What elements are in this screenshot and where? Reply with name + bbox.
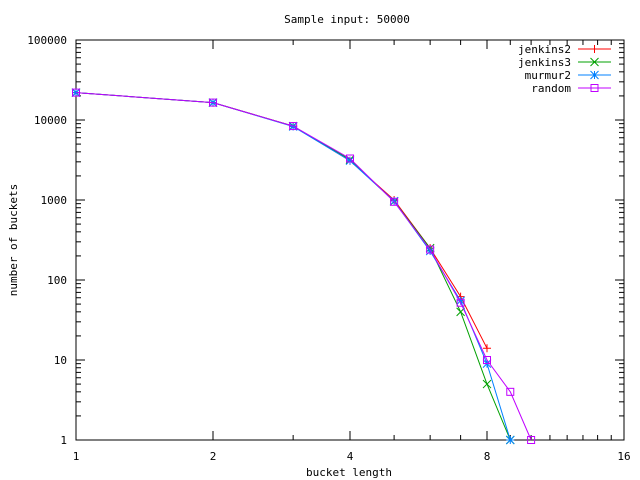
data-point-random — [483, 356, 491, 364]
x-tick-label: 1 — [73, 450, 80, 463]
legend-label-murmur2: murmur2 — [525, 69, 571, 82]
data-point-random — [426, 245, 435, 254]
axis-ticks: 1 2 4 8 16 1 10 100 1000 10000 100000 — [27, 34, 630, 463]
data-point-jenkins3 — [482, 379, 492, 389]
legend-label-jenkins3: jenkins3 — [518, 56, 571, 69]
y-tick-label: 100000 — [27, 34, 67, 47]
data-point-murmur2 — [345, 156, 355, 166]
data-point-random — [390, 197, 399, 206]
data-point-jenkins2 — [483, 344, 491, 353]
legend-marker-random — [590, 84, 599, 92]
x-tick-label: 16 — [617, 450, 630, 463]
x-axis-label: bucket length — [306, 466, 392, 479]
y-tick-label: 1000 — [41, 194, 68, 207]
data-point-random — [527, 436, 536, 444]
data-point-murmur2 — [389, 196, 399, 206]
legend-label-jenkins2: jenkins2 — [518, 43, 571, 56]
data-point-random — [506, 387, 515, 396]
legend-label-random: random — [531, 82, 571, 95]
data-point-murmur2 — [425, 246, 435, 256]
y-tick-label: 10000 — [34, 114, 67, 127]
legend-marker-jenkins3 — [590, 57, 599, 67]
series-layer — [71, 88, 536, 445]
legend-marker-jenkins2 — [590, 45, 599, 53]
x-tick-label: 4 — [347, 450, 354, 463]
data-point-random — [72, 88, 80, 97]
data-point-random — [289, 122, 298, 131]
y-tick-label: 10 — [54, 354, 67, 367]
data-point-random — [346, 154, 354, 163]
y-axis-label: number of buckets — [7, 184, 20, 297]
chart-title: Sample input: 50000 — [284, 13, 410, 26]
x-tick-label: 8 — [484, 450, 491, 463]
data-point-random — [209, 98, 217, 107]
legend-marker-murmur2 — [590, 70, 599, 80]
series-random — [72, 88, 536, 444]
y-tick-label: 100 — [47, 274, 67, 287]
data-point-murmur2 — [505, 435, 515, 445]
x-tick-label: 2 — [210, 450, 217, 463]
data-point-murmur2 — [456, 296, 465, 306]
y-tick-label: 1 — [60, 434, 67, 447]
data-point-random — [456, 298, 465, 307]
series-line-random — [75, 92, 532, 441]
